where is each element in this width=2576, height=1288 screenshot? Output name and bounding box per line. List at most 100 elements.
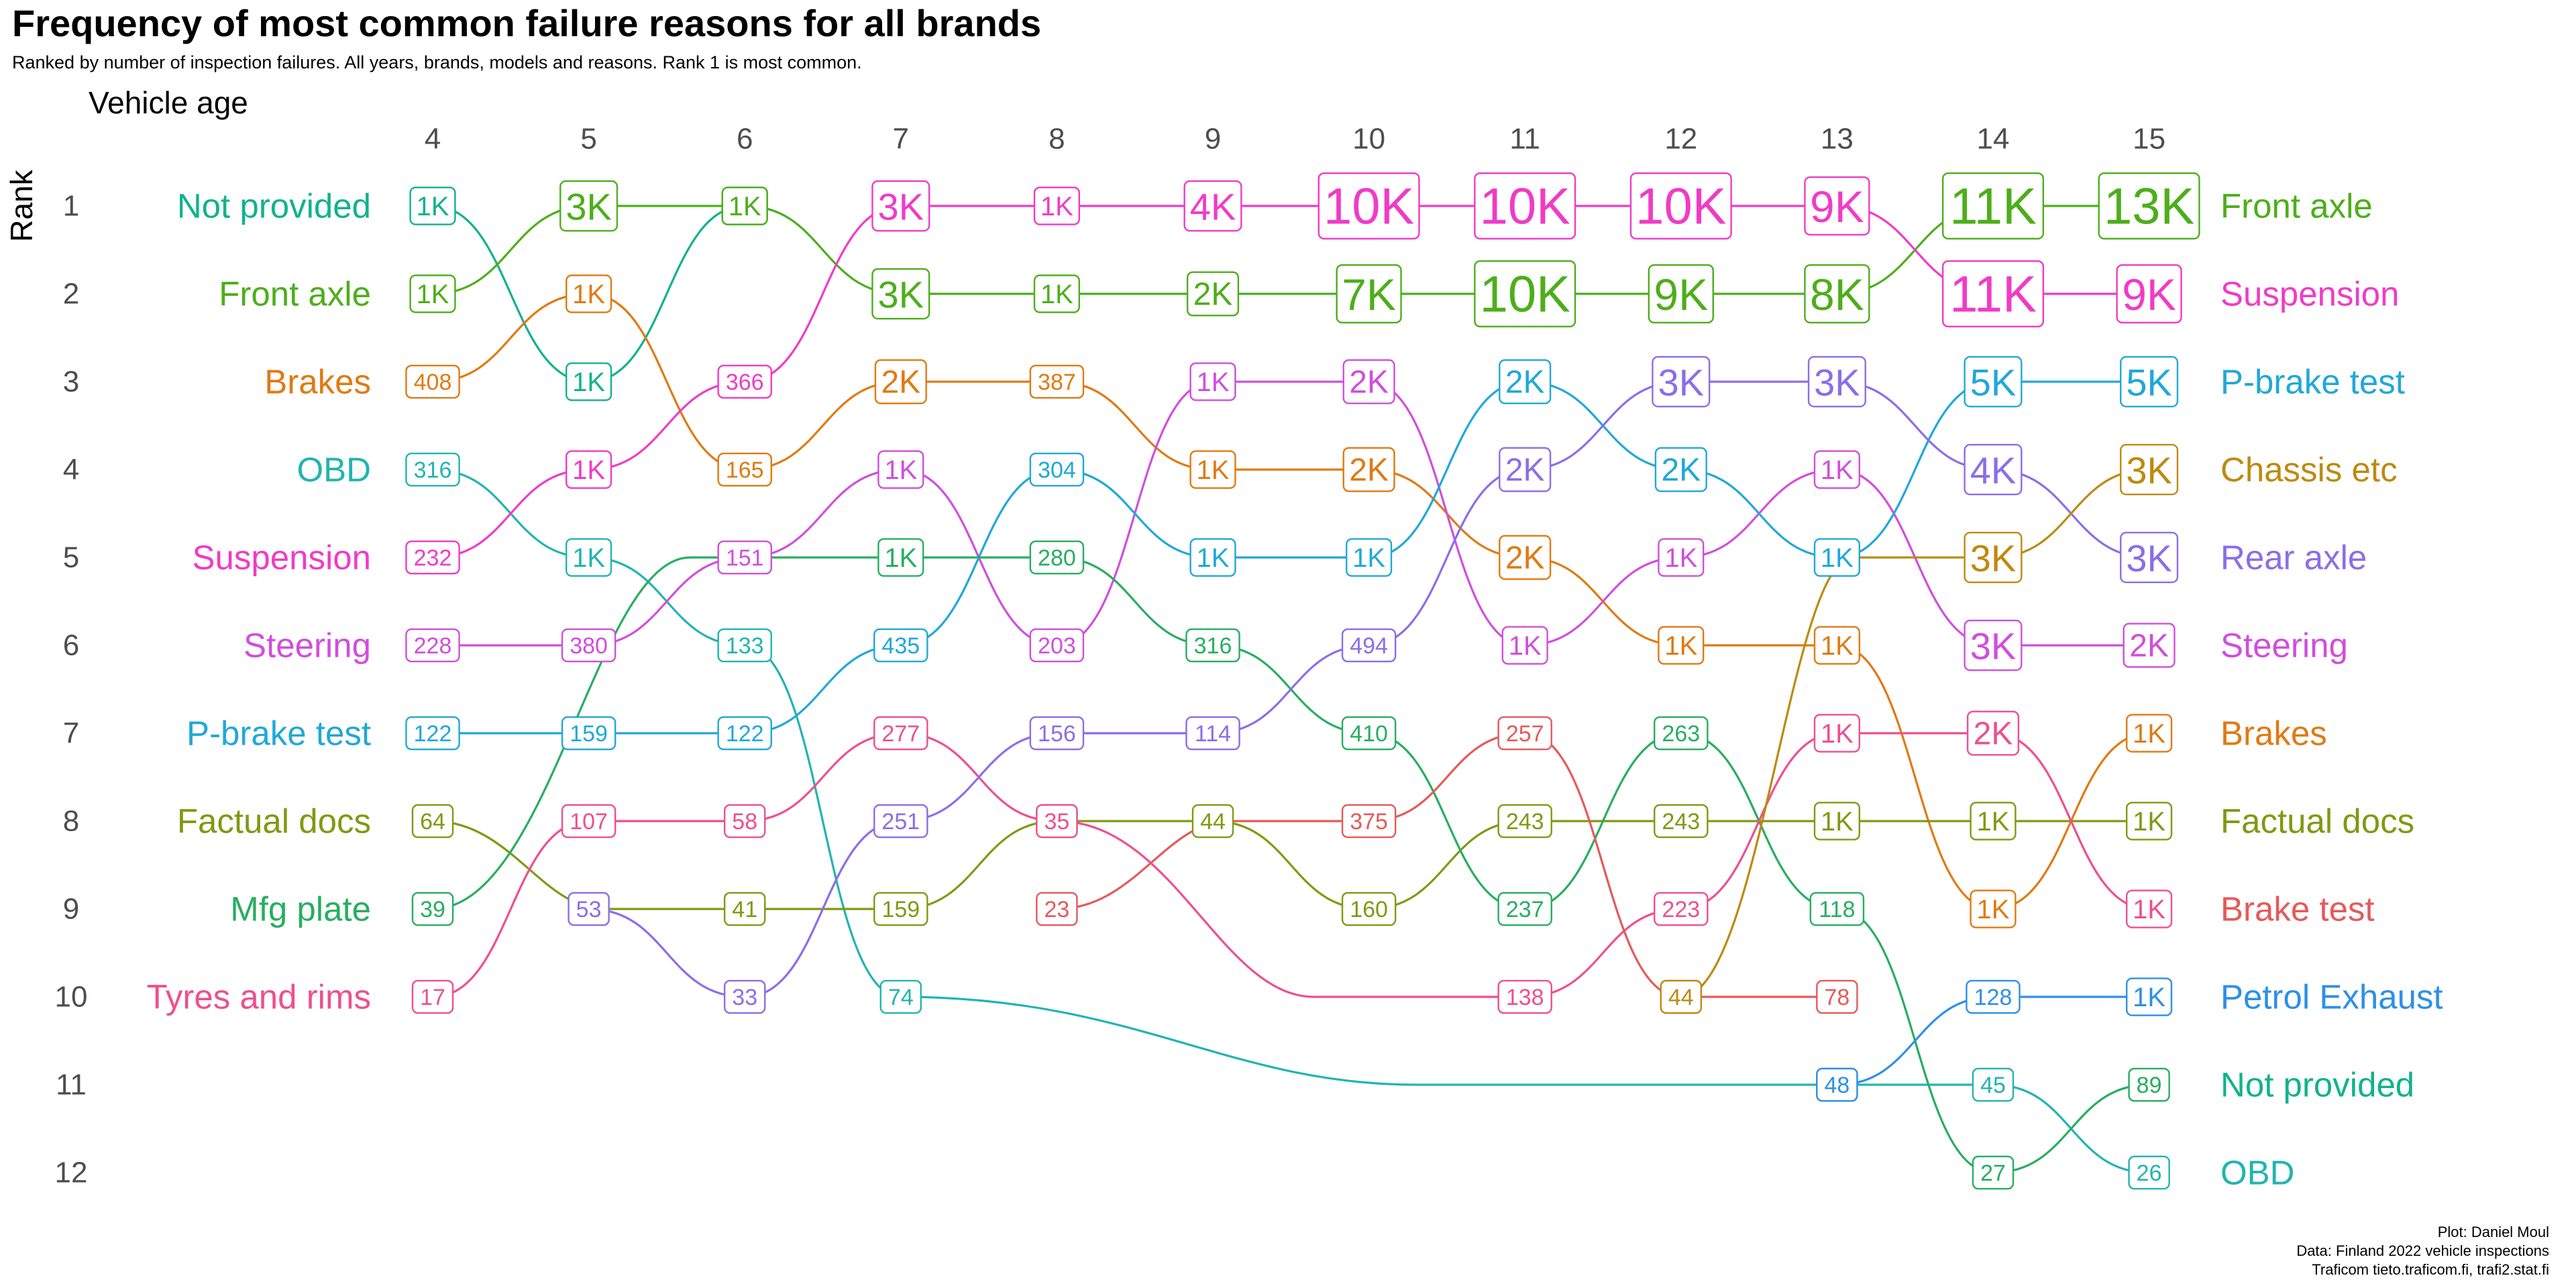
point-label: 107	[570, 809, 608, 835]
point-steering-age-7: 1K	[877, 450, 924, 489]
point-box	[873, 804, 928, 839]
point-brakes-age-15: 1K	[2125, 714, 2173, 753]
point-p-brake-test-age-8: 304	[1029, 452, 1085, 487]
y-tick-label-1: 1	[63, 190, 79, 223]
point-label: 280	[1038, 545, 1076, 571]
point-p-brake-test-age-14: 5K	[1964, 356, 2023, 408]
point-label: 408	[414, 370, 452, 395]
y-tick-label-11: 11	[56, 1069, 87, 1102]
point-label: 3K	[1814, 362, 1860, 404]
point-suspension-age-13: 9K	[1804, 176, 1870, 236]
point-box	[1660, 979, 1703, 1014]
point-p-brake-test-age-11: 2K	[1499, 359, 1552, 405]
point-box	[1654, 716, 1709, 751]
data-points: 1K 1K 1K 1K 3K 1K 3K 1K 2K 7K 10K 9K 8K 11K 13K 408 1K 16…	[405, 172, 2200, 1190]
point-label: 11K	[1949, 178, 2037, 235]
point-suspension-age-4: 232	[405, 540, 460, 575]
point-brakes-age-8: 387	[1029, 364, 1085, 399]
point-front-axle-age-13: 8K	[1804, 264, 1870, 324]
right-label-petrol-exhaust: Petrol Exhaust	[2220, 978, 2443, 1016]
point-label: 5K	[1970, 362, 2017, 404]
point-tyres-and-rims-age-7: 277	[873, 716, 928, 751]
point-label: 223	[1662, 897, 1700, 922]
point-box	[405, 364, 460, 399]
point-box	[411, 892, 454, 926]
point-box	[1809, 892, 1865, 926]
point-box	[1654, 447, 1707, 492]
x-axis-title: Vehicle age	[89, 85, 248, 120]
point-box	[1341, 628, 1397, 663]
y-tick-label-9: 9	[63, 893, 79, 926]
point-brakes-age-11: 2K	[1499, 535, 1552, 580]
point-steering-age-14: 3K	[1964, 619, 2023, 672]
point-label: 58	[732, 809, 757, 835]
point-box	[1813, 626, 1861, 665]
point-suspension-age-6: 366	[717, 364, 772, 399]
y-tick-label-3: 3	[63, 366, 79, 398]
point-brakes-age-4: 408	[405, 364, 460, 399]
left-label-mfg-plate: Mfg plate	[230, 890, 371, 928]
point-brakes-age-5: 1K	[566, 274, 612, 313]
point-box	[1183, 180, 1242, 232]
point-box	[1499, 535, 1552, 580]
credit-source: Traficom tieto.traficom.fi, trafi2.stat.…	[2312, 1261, 2549, 1278]
point-label: 35	[1044, 809, 1069, 835]
point-box	[1191, 804, 1234, 839]
point-label: 17	[420, 985, 445, 1010]
credit-data: Data: Finland 2022 vehicle inspections	[2296, 1242, 2549, 1259]
point-label: 1K	[1040, 192, 1073, 221]
point-label: 2K	[1193, 277, 1233, 313]
point-box	[1474, 260, 1576, 328]
right-label-steering: Steering	[2220, 627, 2348, 665]
point-label: 1K	[1664, 631, 1697, 661]
point-steering-age-15: 2K	[2123, 623, 2176, 668]
point-label: 165	[726, 458, 764, 483]
series-line-brake-test	[1057, 732, 1837, 998]
point-chassis-etc-age-14: 3K	[1964, 531, 2023, 584]
point-brakes-age-9: 1K	[1189, 450, 1236, 489]
point-label: 1K	[572, 280, 605, 309]
point-label: 41	[732, 897, 757, 922]
right-label-suspension: Suspension	[2220, 275, 2400, 313]
point-factual-docs-age-10: 160	[1341, 892, 1397, 926]
point-label: 3K	[878, 186, 924, 228]
point-label: 44	[1668, 985, 1694, 1010]
point-box	[566, 450, 612, 489]
point-box	[405, 628, 460, 663]
point-box	[561, 628, 616, 663]
series-line-front-axle	[432, 205, 2149, 295]
series-line-brakes	[432, 292, 2149, 910]
y-tick-label-2: 2	[63, 278, 79, 311]
point-label: 257	[1506, 721, 1544, 747]
point-box	[1497, 892, 1552, 926]
point-box	[1029, 540, 1085, 575]
point-rear-axle-age-14: 4K	[1964, 443, 2023, 496]
point-mfg-plate-age-13: 118	[1809, 892, 1865, 926]
point-steering-age-11: 1K	[1501, 626, 1548, 665]
point-label: 26	[2137, 1161, 2162, 1186]
point-label: 159	[881, 897, 920, 922]
point-label: 1K	[2133, 807, 2165, 837]
point-p-brake-test-age-7: 435	[873, 628, 928, 663]
left-label-brakes: Brakes	[264, 363, 371, 401]
point-mfg-plate-age-8: 280	[1029, 540, 1085, 575]
point-label: 1K	[1509, 631, 1542, 661]
point-petrol-exhaust-age-15: 1K	[2125, 977, 2173, 1016]
x-tick-label-13: 13	[1821, 123, 1854, 156]
point-label: 387	[1038, 370, 1076, 395]
point-label: 2K	[1349, 453, 1389, 488]
point-label: 2K	[1505, 453, 1545, 488]
point-box	[566, 362, 612, 401]
point-box	[559, 180, 619, 232]
point-factual-docs-age-11: 243	[1497, 804, 1552, 839]
point-label: 9K	[1654, 270, 1708, 319]
point-box	[2116, 264, 2182, 324]
point-box	[1804, 264, 1870, 324]
point-box	[568, 892, 610, 926]
point-front-axle-age-6: 1K	[721, 186, 768, 225]
point-label: 1K	[2133, 983, 2165, 1012]
point-box	[1629, 172, 1732, 240]
point-factual-docs-age-9: 44	[1191, 804, 1234, 839]
point-p-brake-test-age-5: 159	[561, 716, 616, 751]
point-box	[2125, 802, 2173, 841]
